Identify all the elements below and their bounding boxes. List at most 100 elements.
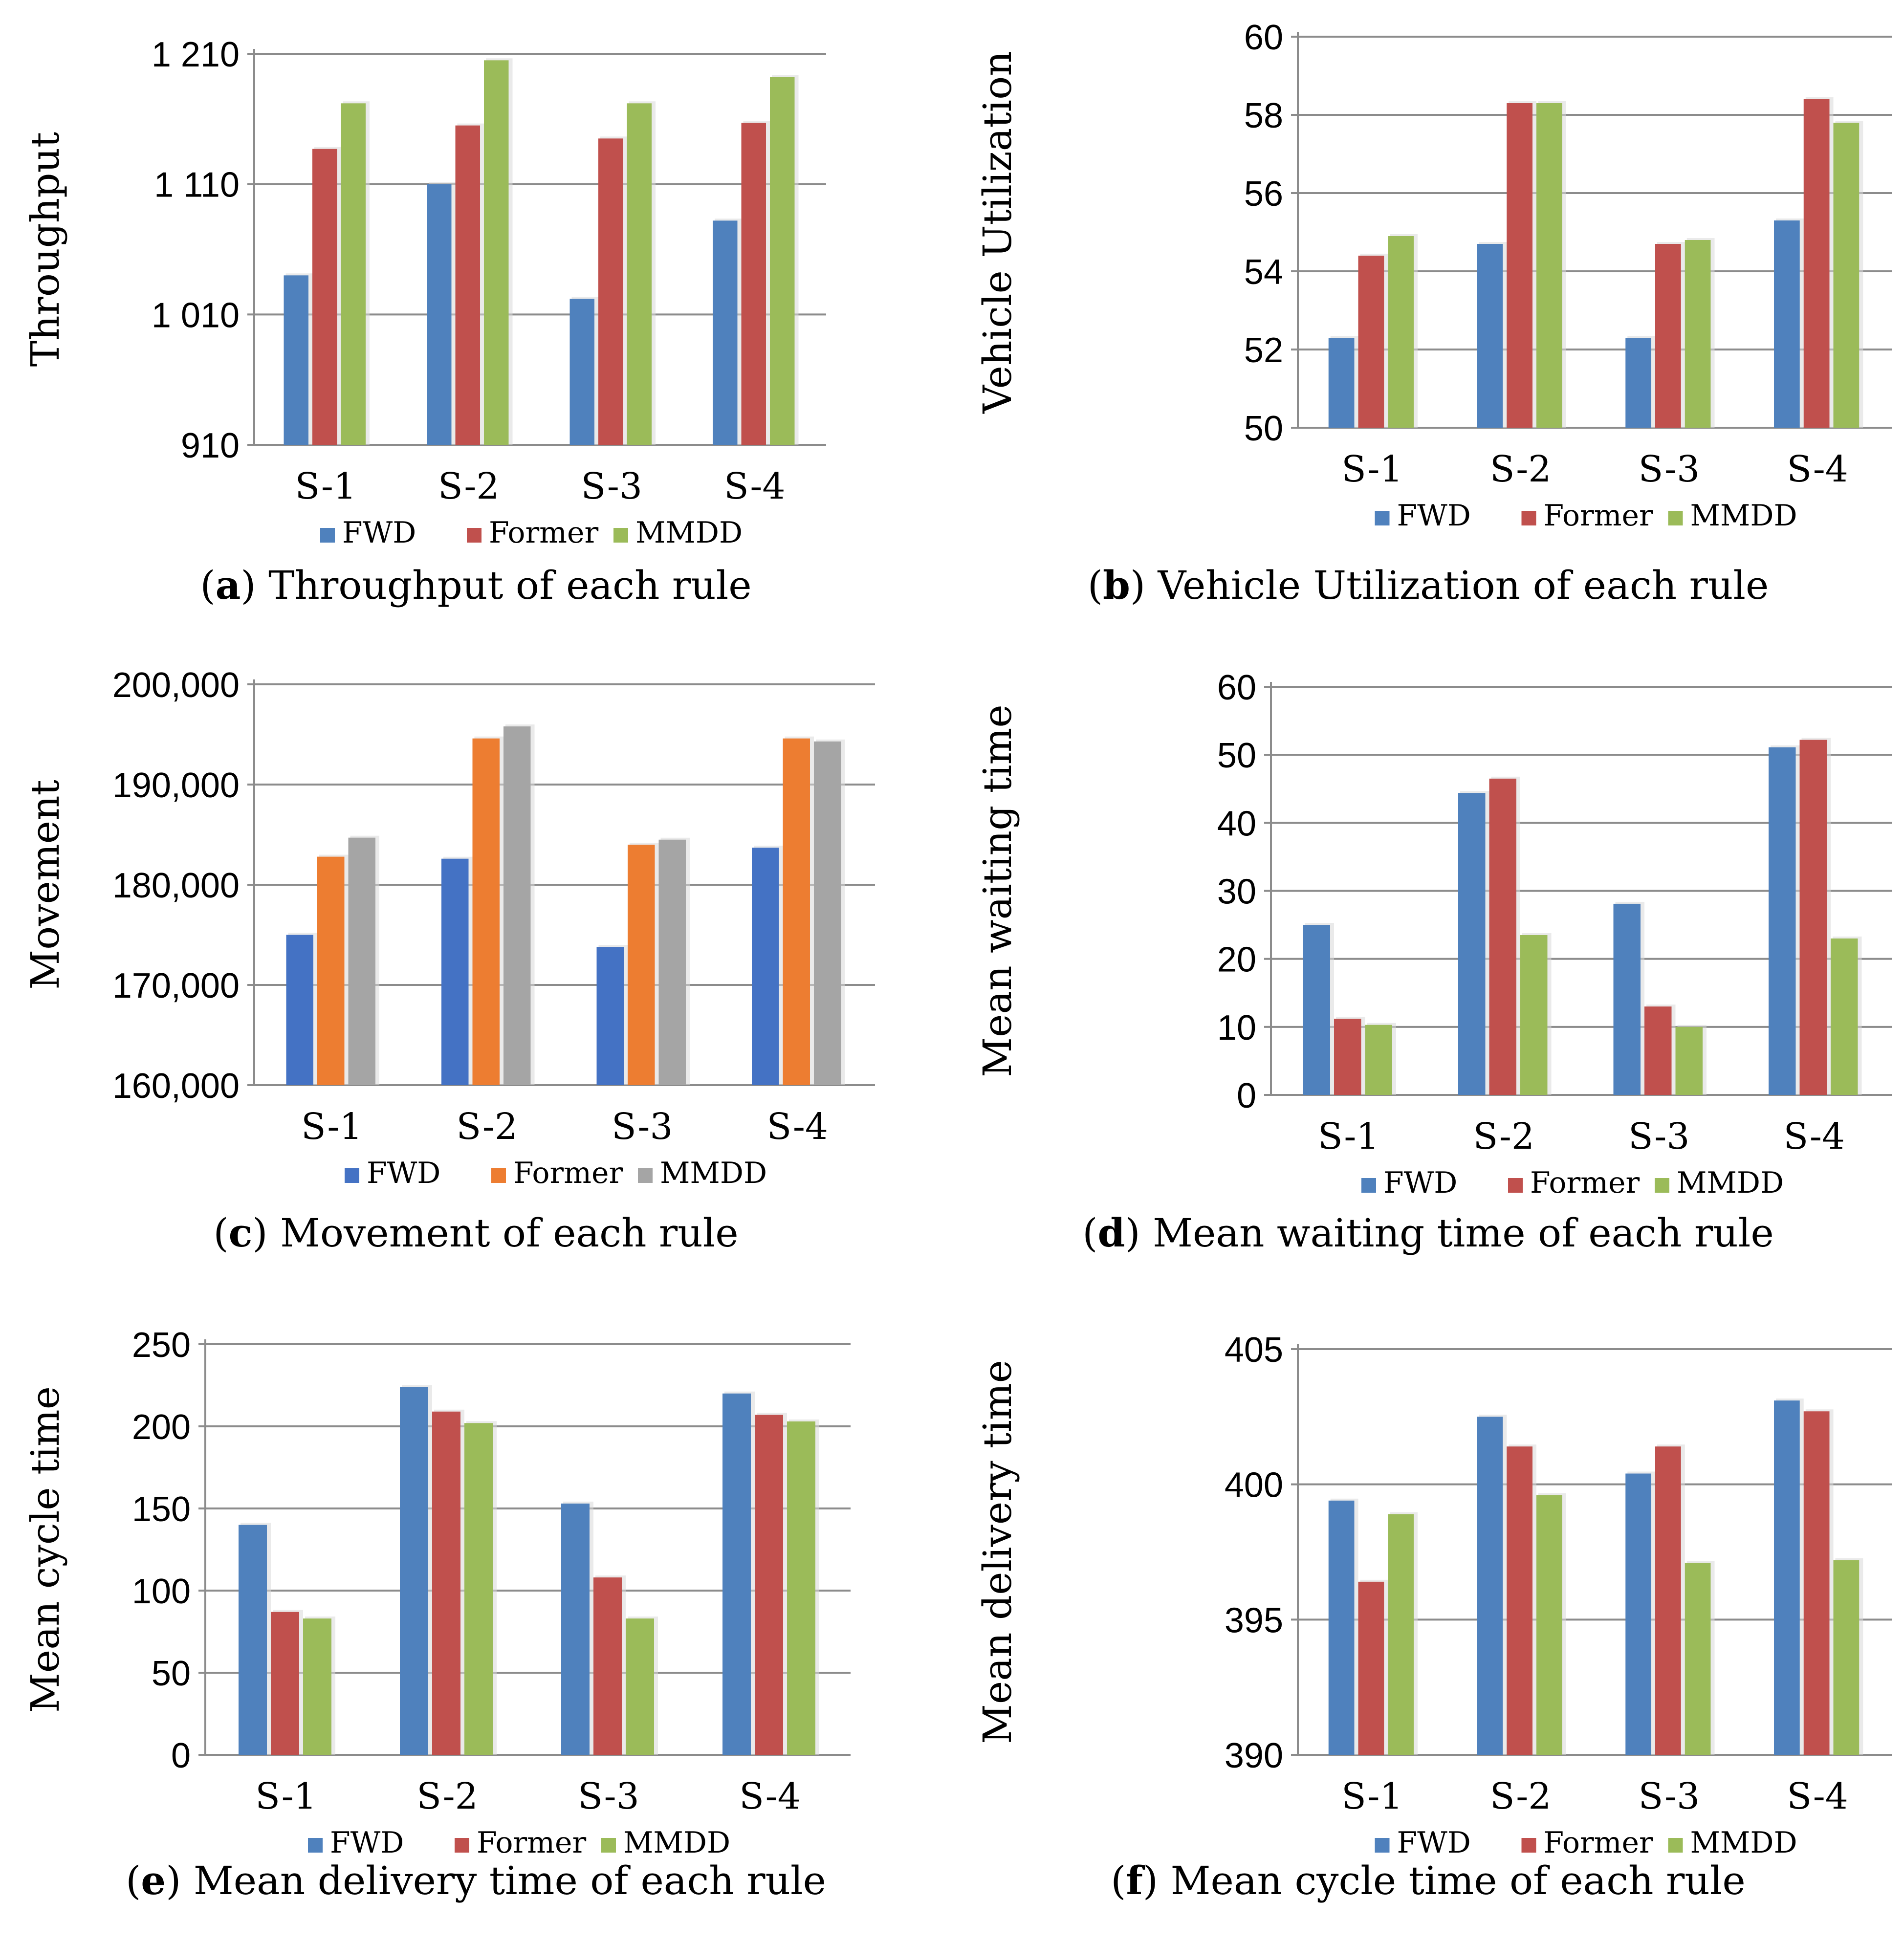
chart-panel-c: 160,000 170,000 180,000 190,000 200,000 S-1 S-… <box>0 648 952 1295</box>
bar-mmdd-s-1 <box>1365 1025 1392 1095</box>
y-tick-label: 54 <box>1244 253 1283 292</box>
caption-title: Vehicle Utilization of each rule <box>1158 563 1769 608</box>
bar-fwd-s-3 <box>596 947 624 1085</box>
x-tick-label: S-4 <box>1787 1775 1848 1817</box>
bar-fwd-s-3 <box>1625 338 1651 428</box>
legend-label-fwd: FWD <box>367 1156 440 1190</box>
bar-former-s-3 <box>628 845 655 1085</box>
y-tick-label: 100 <box>132 1572 191 1611</box>
x-tick-label: S-1 <box>1341 448 1403 490</box>
legend-label-former: Former <box>513 1156 623 1190</box>
bar-fwd-s-4 <box>1774 220 1800 428</box>
caption-letter: c <box>228 1210 253 1256</box>
y-tick-label: 58 <box>1244 96 1283 135</box>
bar-mmdd-s-4 <box>787 1421 815 1755</box>
bar-mmdd-s-4 <box>1833 1560 1860 1755</box>
chart-svg-f: 390 395 400 405 S-1 S-2 S-3 S-4 Mean delivery ti… <box>975 1331 1892 1860</box>
y-axis-title: Vehicle Utilization <box>975 51 1020 414</box>
legend-label-mmdd: MMDD <box>1677 1166 1784 1200</box>
bar-mmdd-s-3 <box>1675 1027 1703 1095</box>
legend-label-former: Former <box>477 1826 587 1860</box>
x-tick-label: S-1 <box>295 465 357 507</box>
bar-mmdd-s-4 <box>1831 938 1858 1095</box>
bar-mmdd-s-1 <box>1388 236 1414 428</box>
bar-fwd-s-1 <box>1328 1500 1355 1755</box>
bar-former-s-3 <box>1655 1446 1681 1755</box>
y-tick-label: 150 <box>132 1490 191 1529</box>
chart-caption-c: (c) Movement of each rule <box>213 1210 739 1256</box>
bar-fwd-s-2 <box>1458 793 1486 1095</box>
x-tick-label: S-4 <box>767 1106 829 1148</box>
y-tick-label: 1 210 <box>152 35 240 74</box>
legend-label-mmdd: MMDD <box>635 516 743 550</box>
bar-mmdd-s-2 <box>1536 103 1562 428</box>
bar-mmdd-s-1 <box>303 1618 331 1755</box>
y-tick-label: 60 <box>1244 18 1283 57</box>
bar-fwd-s-2 <box>1477 1417 1503 1755</box>
bar-former-s-4 <box>755 1415 783 1755</box>
y-tick-label: 50 <box>1244 409 1283 448</box>
legend-swatch-mmdd <box>601 1838 616 1853</box>
bar-former-s-1 <box>312 149 337 445</box>
y-tick-label: 200 <box>132 1408 191 1447</box>
x-tick-label: S-2 <box>1490 1775 1552 1817</box>
bar-mmdd-s-3 <box>1685 240 1711 428</box>
y-tick-label: 10 <box>1217 1008 1256 1048</box>
legend-swatch-former <box>1508 1178 1523 1193</box>
legend-swatch-mmdd <box>613 528 628 543</box>
bar-fwd-s-4 <box>752 848 779 1085</box>
bar-fwd-s-4 <box>1769 747 1796 1095</box>
bar-former-s-2 <box>1507 1446 1532 1755</box>
bar-former-s-2 <box>1489 778 1516 1095</box>
x-tick-label: S-3 <box>1628 1115 1690 1158</box>
legend-label-mmdd: MMDD <box>660 1156 767 1190</box>
x-tick-label: S-1 <box>301 1106 363 1148</box>
bar-mmdd-s-2 <box>503 726 531 1085</box>
caption-letter: d <box>1097 1210 1125 1256</box>
y-tick-label: 170,000 <box>112 966 240 1005</box>
y-tick-label: 50 <box>152 1654 191 1693</box>
y-axis-title: Mean waiting time <box>975 704 1020 1077</box>
bar-former-s-2 <box>472 738 500 1085</box>
x-tick-label: S-2 <box>416 1775 478 1817</box>
y-axis-title: Throughput <box>22 132 68 367</box>
x-tick-label: S-2 <box>1473 1115 1535 1158</box>
legend-swatch-former <box>491 1168 506 1183</box>
bar-fwd-s-4 <box>722 1393 751 1755</box>
chart-svg-e: 0 50 100 150 200 250 S-1 S-2 S-3 S-4 Mean cycle ti… <box>22 1326 851 1860</box>
chart-panel-e: 0 50 100 150 200 250 S-1 S-2 S-3 S-4 Mean cycle ti… <box>0 1295 952 1943</box>
legend-swatch-former <box>467 528 481 543</box>
bar-former-s-1 <box>317 856 345 1085</box>
legend-label-fwd: FWD <box>1383 1166 1457 1200</box>
chart-panel-f: 390 395 400 405 S-1 S-2 S-3 S-4 Mean delivery ti… <box>952 1295 1904 1943</box>
bar-former-s-1 <box>1358 256 1384 428</box>
bar-mmdd-s-3 <box>1685 1563 1711 1755</box>
y-tick-label: 395 <box>1225 1601 1283 1640</box>
bar-fwd-s-1 <box>284 275 308 445</box>
x-tick-label: S-2 <box>1490 448 1552 490</box>
caption-title: Mean delivery time of each rule <box>193 1858 826 1903</box>
bar-former-s-1 <box>1334 1019 1361 1095</box>
bar-mmdd-s-4 <box>814 741 841 1085</box>
bar-former-s-3 <box>598 138 623 445</box>
caption-letter: e <box>141 1857 166 1903</box>
legend-label-mmdd: MMDD <box>1690 1826 1797 1860</box>
bar-former-s-4 <box>1799 740 1827 1095</box>
bar-mmdd-s-3 <box>627 103 652 445</box>
chart-panel-b: 50 52 54 56 58 60 S-1 S-2 S-3 S-4 Vehicle Utilizat… <box>952 0 1904 648</box>
bar-fwd-s-1 <box>1328 338 1355 428</box>
chart-panel-d: 0 10 20 30 40 50 60 S-1 S-2 S-3 S-4 Mean waiting ti… <box>952 648 1904 1295</box>
legend-swatch-fwd <box>308 1838 323 1853</box>
bar-mmdd-s-2 <box>484 60 509 445</box>
y-tick-label: 56 <box>1244 175 1283 214</box>
bar-former-s-1 <box>271 1612 299 1755</box>
x-tick-label: S-4 <box>1787 448 1848 490</box>
legend-swatch-mmdd <box>1668 511 1683 525</box>
bar-former-s-2 <box>432 1411 460 1755</box>
legend-swatch-fwd <box>1375 511 1390 525</box>
legend-label-fwd: FWD <box>342 516 416 550</box>
legend-label-former: Former <box>489 516 599 550</box>
bar-fwd-s-3 <box>1613 903 1641 1095</box>
y-tick-label: 30 <box>1217 873 1256 912</box>
chart-svg-b: 50 52 54 56 58 60 S-1 S-2 S-3 S-4 Vehicle Utilizat… <box>975 18 1892 533</box>
